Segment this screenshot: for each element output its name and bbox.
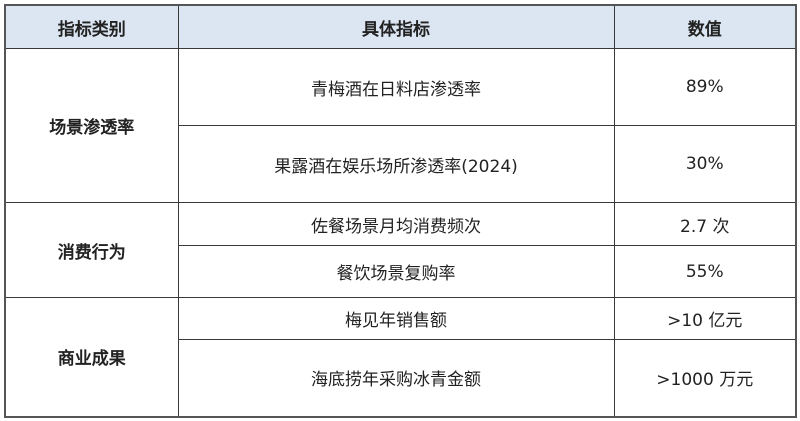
table-row: 餐饮场景复购率 55% [5,245,797,298]
indicator-cell: 佐餐场景月均消费频次 [177,202,615,246]
value-cell: >1000 万元 [613,339,797,417]
value-cell: 2.7 次 [613,202,797,246]
value-cell: 89% [613,48,797,126]
header-value: 数值 [613,4,797,49]
table-row: 果露酒在娱乐场所渗透率(2024) 30% [5,125,797,203]
table-row: 消费行为 佐餐场景月均消费频次 2.7 次 [4,202,797,298]
indicator-cell: 果露酒在娱乐场所渗透率(2024) [177,125,615,203]
table-row: 商业成果 梅见年销售额 >10 亿元 [4,297,797,417]
indicator-cell: 餐饮场景复购率 [177,245,615,298]
table-row: 场景渗透率 青梅酒在日料店渗透率 89% [4,48,797,203]
category-cell: 场景渗透率 [4,48,179,203]
category-cell: 消费行为 [4,202,179,298]
indicator-cell: 梅见年销售额 [177,297,615,340]
value-cell: 55% [613,245,797,298]
indicator-cell: 青梅酒在日料店渗透率 [177,48,615,126]
header-row: 指标类别 具体指标 数值 [4,4,797,49]
value-cell: >10 亿元 [613,297,797,340]
header-indicator: 具体指标 [177,4,615,49]
indicator-table: 指标类别 具体指标 数值 场景渗透率 青梅酒在日料店渗透率 89% 果露酒在娱乐… [4,4,797,418]
table-row: 海底捞年采购冰青金额 >1000 万元 [5,339,797,417]
indicator-cell: 海底捞年采购冰青金额 [177,339,615,417]
category-cell: 商业成果 [4,297,179,417]
value-cell: 30% [613,125,797,203]
header-category: 指标类别 [4,4,179,49]
